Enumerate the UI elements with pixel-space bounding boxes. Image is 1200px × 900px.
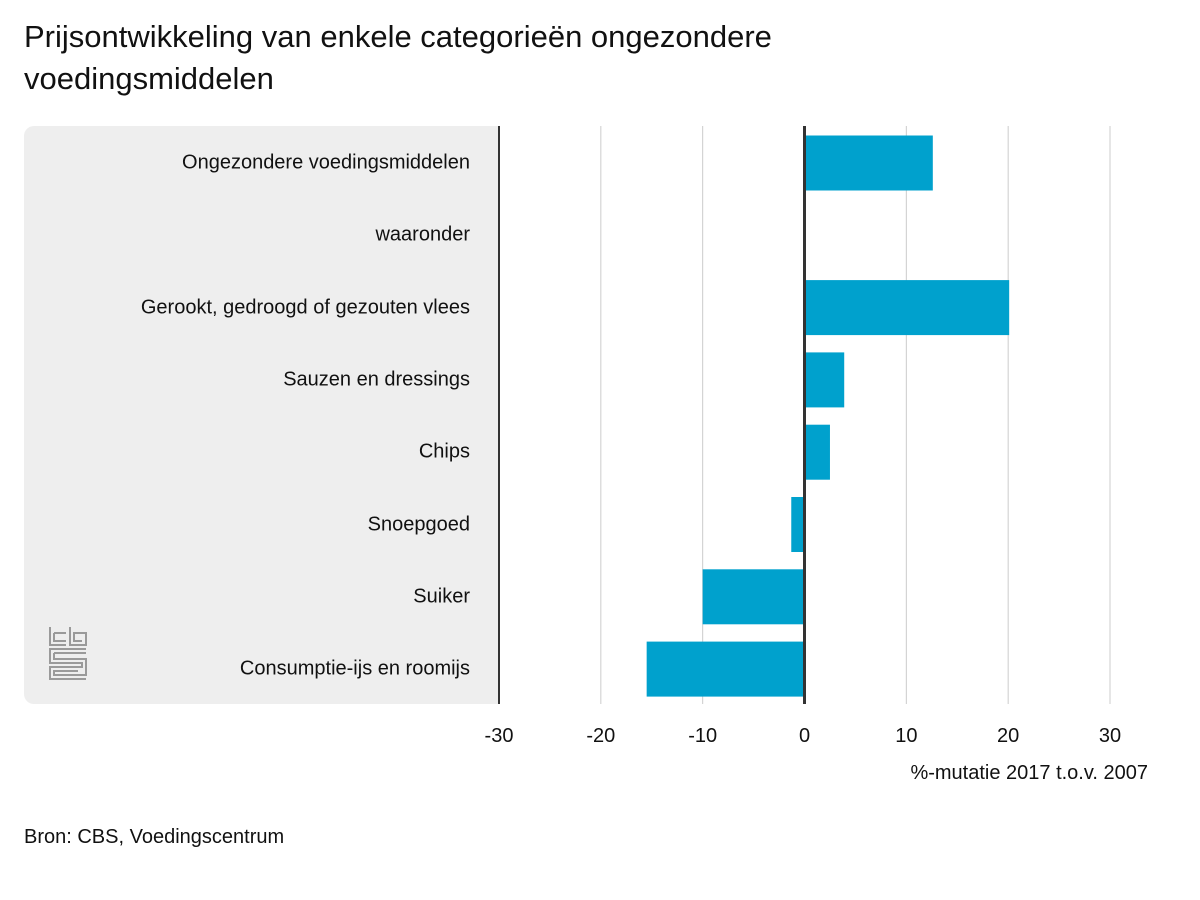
source-note: Bron: CBS, Voedingscentrum — [24, 826, 285, 848]
bar — [702, 569, 805, 625]
category-label: Suiker — [413, 585, 470, 608]
x-tick-label: 10 — [895, 725, 917, 747]
x-tick-label: -10 — [688, 725, 717, 747]
x-tick-label: 20 — [997, 725, 1019, 747]
bar — [804, 135, 933, 191]
category-label: Snoepgoed — [367, 513, 470, 535]
category-label: waaronder — [375, 223, 470, 246]
category-label: Consumptie-ijs en roomijs — [239, 657, 470, 680]
category-label: Sauzen en dressings — [283, 368, 470, 391]
category-label: Ongezondere voedingsmiddelen — [182, 151, 470, 174]
x-axis-title: %-mutatie 2017 t.o.v. 2007 — [910, 762, 1148, 784]
bar — [804, 424, 830, 480]
category-label: Gerookt, gedroogd of gezouten vlees — [140, 296, 470, 319]
category-label: Chips — [418, 440, 470, 463]
bar — [804, 352, 845, 408]
bar — [791, 497, 805, 552]
chart-title: Prijsontwikkeling van enkele categorieën… — [24, 19, 772, 96]
cbs-logo-icon — [49, 627, 87, 680]
x-tick-label: -20 — [586, 725, 615, 747]
category-label-panel — [24, 126, 498, 704]
x-tick-label: 0 — [799, 725, 810, 747]
bar — [646, 641, 805, 697]
bar — [804, 280, 1010, 336]
x-tick-label: 30 — [1099, 725, 1121, 747]
x-tick-label: -30 — [485, 725, 514, 747]
